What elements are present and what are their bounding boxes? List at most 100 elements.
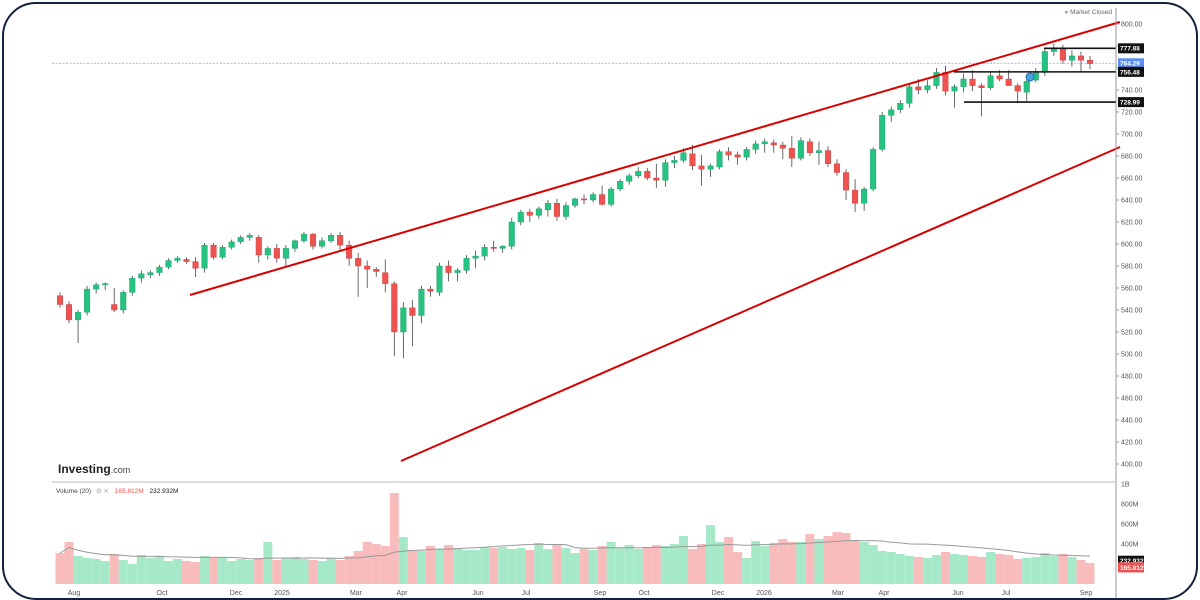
candle [102, 282, 109, 291]
volume-bar [1013, 559, 1023, 584]
candle [246, 233, 253, 241]
candle [1068, 50, 1075, 67]
candle [391, 281, 398, 357]
candle [427, 285, 434, 297]
candle [156, 264, 163, 276]
volume-bar [706, 525, 716, 584]
volume-bar [760, 546, 770, 584]
y-tick-label: 680.00 [1121, 154, 1143, 161]
volume-bar [868, 545, 878, 584]
candle [282, 245, 289, 268]
volume-bar [209, 558, 219, 584]
x-tick-label: Apr [397, 590, 409, 597]
volume-bar [145, 558, 155, 584]
volume-bar [172, 559, 182, 584]
candle [165, 258, 172, 270]
volume-bar [742, 558, 752, 584]
candle [84, 285, 91, 316]
y-tick-label: 480.00 [1121, 374, 1143, 381]
volume-ma-line [59, 539, 1091, 560]
candle [174, 256, 181, 263]
volume-bar [913, 557, 923, 584]
market-status: ● Market Closed [1064, 9, 1112, 16]
volume-bar [389, 493, 399, 584]
volume-bar [796, 542, 806, 584]
volume-bar [769, 543, 779, 584]
volume-bar [462, 550, 472, 584]
candle [815, 141, 822, 165]
volume-bar [1049, 556, 1059, 584]
volume-bar [904, 556, 914, 584]
volume-bar [724, 537, 734, 584]
svg-text:728.99: 728.99 [1120, 100, 1140, 107]
volume-bar [787, 542, 797, 584]
y-tick-label: 460.00 [1121, 396, 1143, 403]
volume-bar [380, 546, 390, 584]
volume-bar [1040, 553, 1050, 584]
volume-bar [443, 545, 454, 584]
candle [255, 235, 262, 263]
candle [797, 137, 804, 161]
investing-logo: Investing.com [58, 462, 130, 476]
candle [129, 275, 136, 296]
volume-bar [1067, 557, 1077, 584]
volume-tick-label: 800M [1121, 502, 1139, 509]
volume-bar [64, 542, 74, 584]
volume-bar [109, 554, 119, 584]
candle [978, 83, 985, 117]
volume-bar [263, 542, 273, 584]
x-tick-label: Jun [952, 590, 963, 597]
volume-bar [100, 561, 110, 584]
volume-bar [570, 553, 580, 584]
x-tick-label: 2025 [274, 590, 290, 597]
price-label: 777.88 [1118, 43, 1144, 54]
volume-bar [823, 536, 833, 584]
x-axis: Aug Oct Dec 2025 Mar Apr Jun Jul Sep Oct Dec 2026 Ma… [68, 590, 1093, 597]
candle [346, 240, 353, 266]
volume-bar [498, 547, 508, 584]
volume-bar [127, 564, 137, 584]
candle [499, 245, 506, 253]
candle [273, 244, 280, 263]
volume-bar [986, 552, 996, 584]
candle [418, 285, 425, 324]
volume-bar [82, 558, 92, 584]
candle [942, 65, 949, 96]
volume-bar [353, 551, 363, 584]
volume-bar [642, 547, 652, 584]
volume-bar [615, 548, 625, 584]
volume-bar [163, 561, 173, 584]
candle [960, 73, 967, 93]
y-tick-label: 520.00 [1121, 330, 1143, 337]
volume-bar [805, 534, 815, 584]
volume-bar [1031, 557, 1041, 584]
candle [834, 159, 841, 176]
price-chart: 400.00 420.00 440.00 460.00 480.00 500.00 520.… [52, 8, 1149, 598]
volume-bar [308, 560, 318, 584]
volume-bar [181, 561, 192, 584]
y-axis: 400.00 420.00 440.00 460.00 480.00 500.00 520.… [1115, 8, 1143, 598]
candles [56, 43, 1094, 359]
y-tick-label: 800.00 [1121, 22, 1143, 29]
candle [481, 244, 488, 261]
volume-bar [453, 548, 463, 584]
candle [228, 239, 235, 250]
volume-bar [471, 550, 481, 584]
price-label: 232.932M [1118, 555, 1149, 566]
candle [445, 260, 452, 282]
candle [933, 68, 940, 89]
volume-bar [995, 554, 1005, 584]
candle [75, 310, 82, 343]
candle [138, 270, 145, 283]
x-tick-label: Mar [350, 590, 363, 597]
candle [562, 202, 569, 220]
candle [192, 257, 199, 277]
volume-bar [1076, 560, 1086, 584]
volume-bar [317, 561, 327, 584]
candle [111, 288, 118, 313]
candle [861, 186, 868, 211]
volume-bar [425, 546, 435, 584]
volume-bar [841, 533, 851, 584]
volume-bar [73, 556, 83, 584]
candle [725, 147, 732, 161]
